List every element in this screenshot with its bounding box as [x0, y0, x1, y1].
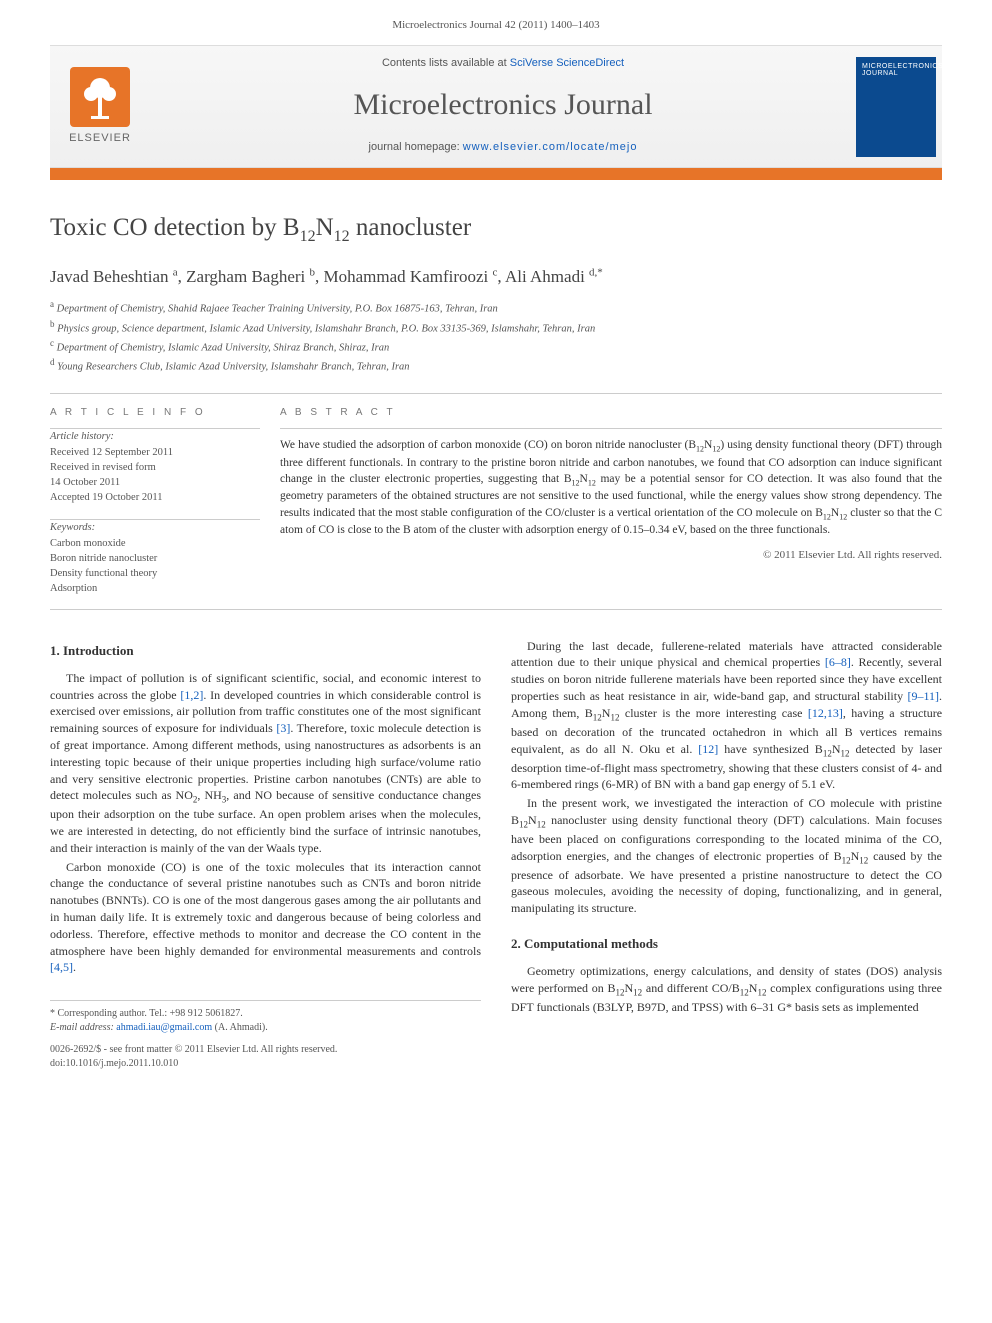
article-title: Toxic CO detection by B12N12 nanocluster: [50, 210, 942, 248]
corr-tel: * Corresponding author. Tel.: +98 912 50…: [50, 1007, 481, 1021]
citation-text: Microelectronics Journal 42 (2011) 1400–…: [392, 19, 599, 31]
body-two-column: 1. Introduction The impact of pollution …: [50, 638, 942, 1072]
doi-line: doi:10.1016/j.mejo.2011.10.010: [50, 1057, 481, 1071]
publisher-name: ELSEVIER: [69, 131, 131, 146]
homepage-line: journal homepage: www.elsevier.com/locat…: [150, 140, 856, 155]
corr-email-name: (A. Ahmadi).: [215, 1022, 268, 1033]
email-label: E-mail address:: [50, 1022, 114, 1033]
corresponding-author-footer: * Corresponding author. Tel.: +98 912 50…: [50, 1000, 481, 1071]
homepage-prefix: journal homepage:: [369, 141, 463, 153]
homepage-link[interactable]: www.elsevier.com/locate/mejo: [463, 141, 638, 153]
history-label: Article history:: [50, 429, 260, 444]
issn-line: 0026-2692/$ - see front matter © 2011 El…: [50, 1043, 481, 1057]
sciencedirect-link[interactable]: SciVerse ScienceDirect: [510, 57, 624, 69]
history-line: Received 12 September 2011: [50, 445, 260, 460]
orange-divider-bar: [50, 168, 942, 180]
affil-text: Young Researchers Club, Islamic Azad Uni…: [57, 362, 409, 373]
body-paragraph: Carbon monoxide (CO) is one of the toxic…: [50, 859, 481, 977]
journal-name: Microelectronics Journal: [150, 84, 856, 126]
abstract-copyright: © 2011 Elsevier Ltd. All rights reserved…: [280, 548, 942, 563]
affiliations-block: a Department of Chemistry, Shahid Rajaee…: [50, 298, 942, 375]
article-info-heading: A R T I C L E I N F O: [50, 406, 260, 420]
affil-text: Department of Chemistry, Shahid Rajaee T…: [57, 304, 498, 315]
spacer: [280, 429, 942, 437]
affiliation: c Department of Chemistry, Islamic Azad …: [50, 337, 942, 356]
info-abstract-row: A R T I C L E I N F O Article history: R…: [50, 393, 942, 609]
abstract-heading: A B S T R A C T: [280, 406, 942, 420]
spacer: [50, 1035, 481, 1043]
journal-cover-thumb: MICROELECTRONICS JOURNAL: [856, 57, 936, 157]
keyword: Adsorption: [50, 581, 260, 596]
affil-text: Physics group, Science department, Islam…: [57, 323, 595, 334]
running-header: Microelectronics Journal 42 (2011) 1400–…: [0, 0, 992, 39]
corr-email-link[interactable]: ahmadi.iau@gmail.com: [116, 1022, 212, 1033]
body-paragraph: The impact of pollution is of significan…: [50, 670, 481, 857]
abstract-column: A B S T R A C T We have studied the adso…: [280, 394, 942, 608]
keywords-block: Keywords: Carbon monoxide Boron nitride …: [50, 520, 260, 596]
body-paragraph: During the last decade, fullerene-relate…: [511, 638, 942, 794]
section-heading-methods: 2. Computational methods: [511, 935, 942, 953]
history-line: Accepted 19 October 2011: [50, 490, 260, 505]
history-block: Article history: Received 12 September 2…: [50, 429, 260, 505]
contents-prefix: Contents lists available at: [382, 57, 510, 69]
keyword: Carbon monoxide: [50, 536, 260, 551]
body-paragraph: Geometry optimizations, energy calculati…: [511, 963, 942, 1016]
history-line: 14 October 2011: [50, 475, 260, 490]
history-line: Received in revised form: [50, 460, 260, 475]
authors-line: Javad Beheshtian a, Zargham Bagheri b, M…: [50, 265, 942, 289]
body-paragraph: In the present work, we investigated the…: [511, 795, 942, 917]
keyword: Boron nitride nanocluster: [50, 551, 260, 566]
banner-center: Contents lists available at SciVerse Sci…: [150, 46, 856, 167]
journal-banner: ELSEVIER Contents lists available at Sci…: [50, 45, 942, 168]
corr-email-line: E-mail address: ahmadi.iau@gmail.com (A.…: [50, 1021, 481, 1035]
contents-line: Contents lists available at SciVerse Sci…: [150, 56, 856, 71]
article-main: Toxic CO detection by B12N12 nanocluster…: [0, 180, 992, 1091]
affiliation: d Young Researchers Club, Islamic Azad U…: [50, 356, 942, 375]
affiliation: b Physics group, Science department, Isl…: [50, 318, 942, 337]
elsevier-tree-icon: [70, 67, 130, 127]
affiliation: a Department of Chemistry, Shahid Rajaee…: [50, 298, 942, 317]
affil-text: Department of Chemistry, Islamic Azad Un…: [57, 342, 390, 353]
cover-title: MICROELECTRONICS JOURNAL: [862, 63, 930, 78]
publisher-logo: ELSEVIER: [50, 52, 150, 162]
keywords-label: Keywords:: [50, 520, 260, 535]
section-heading-intro: 1. Introduction: [50, 642, 481, 660]
article-info-column: A R T I C L E I N F O Article history: R…: [50, 394, 280, 608]
keyword: Density functional theory: [50, 566, 260, 581]
abstract-text: We have studied the adsorption of carbon…: [280, 437, 942, 538]
